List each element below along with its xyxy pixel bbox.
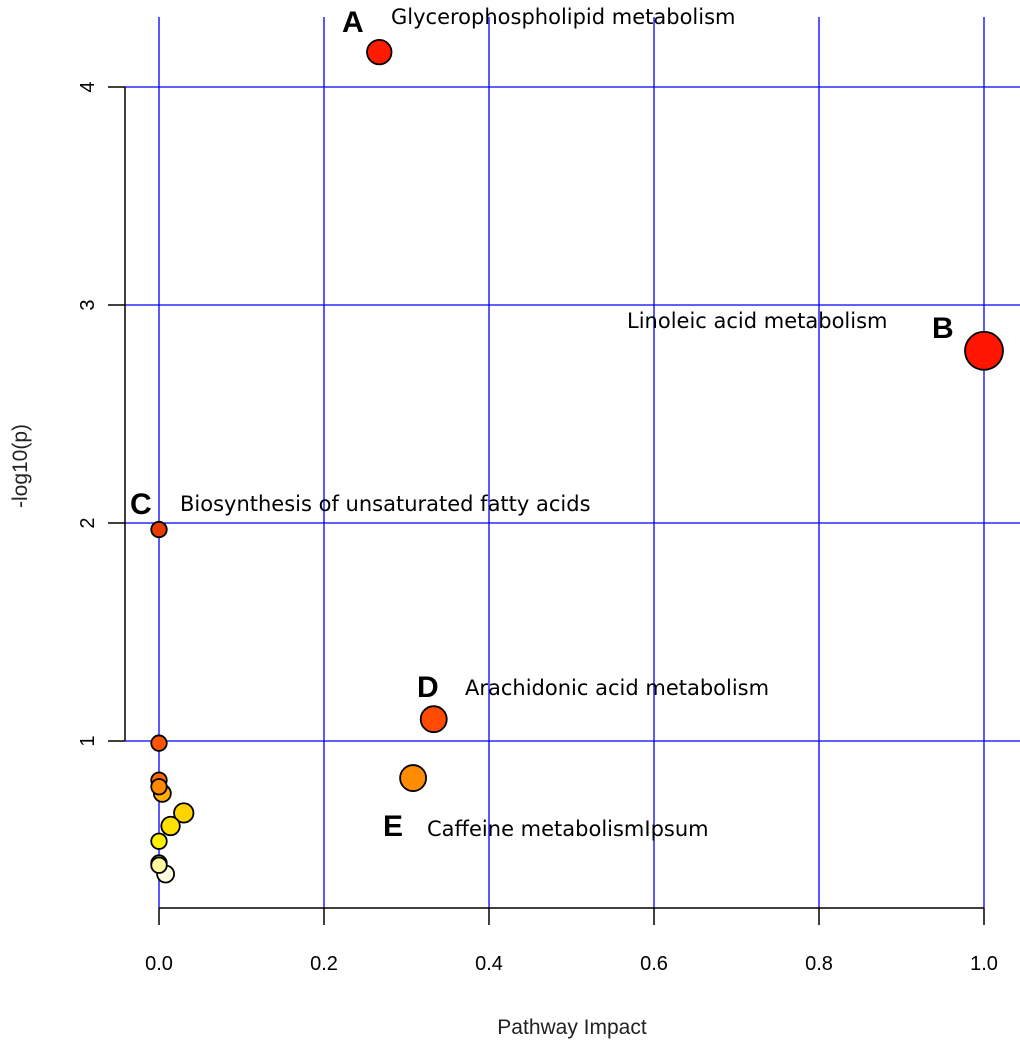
y-axis-title: -log10(p) <box>9 424 32 508</box>
x-tick-label-1: 0.2 <box>310 953 338 975</box>
y-tick-label-1: 2 <box>77 517 99 528</box>
data-point-5 <box>150 734 168 752</box>
data-point-2 <box>150 520 168 539</box>
data-point-0 <box>366 38 393 66</box>
grid <box>125 17 1020 908</box>
data-point-3 <box>419 705 448 734</box>
annotation-letter-e: E <box>383 810 403 843</box>
data-point-11 <box>150 832 168 850</box>
x-tick-label-2: 0.4 <box>475 953 503 975</box>
annotation-letter-c: C <box>130 488 152 521</box>
annotation-label-a: Glycerophospholipid metabolism <box>391 5 736 29</box>
x-tick-label-5: 1.0 <box>970 953 998 975</box>
annotation-letter-d: D <box>417 671 439 704</box>
data-point-10 <box>160 815 181 837</box>
x-tick-label-0: 0.0 <box>145 953 173 975</box>
data-point-4 <box>399 764 428 792</box>
annotation-label-b: Linoleic acid metabolism <box>627 309 887 333</box>
annotation-letter-b: B <box>932 312 954 345</box>
annotation-label-d: Arachidonic acid metabolism <box>465 676 769 700</box>
x-axis-title: Pathway Impact <box>497 1016 647 1039</box>
x-tick-label-3: 0.6 <box>640 953 668 975</box>
annotation-label-e: Caffeine metabolismIpsum <box>427 817 709 841</box>
data-point-9 <box>173 802 195 824</box>
y-tick-label-0: 1 <box>77 735 99 746</box>
data-point-1 <box>964 330 1004 371</box>
axes: 0.0 0.2 0.4 0.6 0.8 1.0 1 2 3 4 <box>77 81 998 975</box>
y-tick-label-2: 3 <box>77 299 99 310</box>
annotation-label-c: Biosynthesis of unsaturated fatty acids <box>180 492 591 516</box>
data-point-13 <box>150 856 168 874</box>
data-points <box>150 38 1004 884</box>
annotation-letter-a: A <box>342 6 364 39</box>
y-tick-label-3: 4 <box>77 81 99 92</box>
data-point-7 <box>150 778 168 796</box>
x-tick-label-4: 0.8 <box>805 953 833 975</box>
